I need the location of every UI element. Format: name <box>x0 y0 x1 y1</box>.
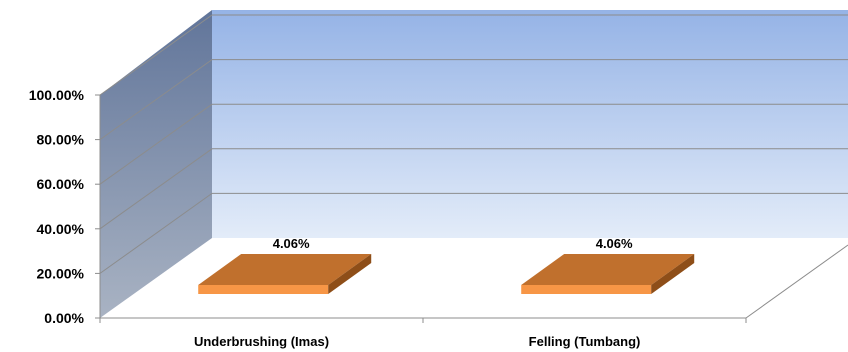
bar-data-label: 4.06% <box>273 236 310 251</box>
y-tick-label: 100.00% <box>29 87 85 103</box>
bar-top <box>198 253 372 285</box>
y-tick-label: 20.00% <box>37 265 85 281</box>
gridline-side <box>99 103 213 185</box>
bar-side <box>328 253 372 294</box>
bars <box>198 253 695 294</box>
x-category-label: Felling (Tumbang) <box>529 334 641 349</box>
floor-outline <box>745 244 848 319</box>
gridline-side <box>99 192 213 274</box>
y-tick-label: 60.00% <box>37 176 85 192</box>
back-wall <box>212 10 848 238</box>
gridline-side <box>99 59 213 141</box>
bar-side <box>651 253 695 294</box>
bar-front <box>521 284 652 294</box>
data-labels: 4.06% 4.06% <box>273 236 633 251</box>
bar-data-label: 4.06% <box>596 236 633 251</box>
y-tick-label: 0.00% <box>44 310 84 326</box>
gridlines <box>99 14 848 274</box>
x-category-label: Underbrushing (Imas) <box>194 334 329 349</box>
bar-front <box>198 284 329 294</box>
y-tick-label: 80.00% <box>37 132 85 148</box>
bar-top <box>521 253 695 285</box>
gridline-side <box>99 14 213 96</box>
x-axis-category-labels: Underbrushing (Imas) Felling (Tumbang) <box>99 318 747 349</box>
gridline-side <box>99 148 213 230</box>
y-axis-tick-labels: 0.00% 20.00% 40.00% 60.00% 80.00% 100.00% <box>29 87 100 326</box>
side-wall <box>100 10 212 318</box>
chart-walls <box>100 10 848 318</box>
y-tick-label: 40.00% <box>37 221 85 237</box>
floor-right-edge <box>745 244 848 319</box>
